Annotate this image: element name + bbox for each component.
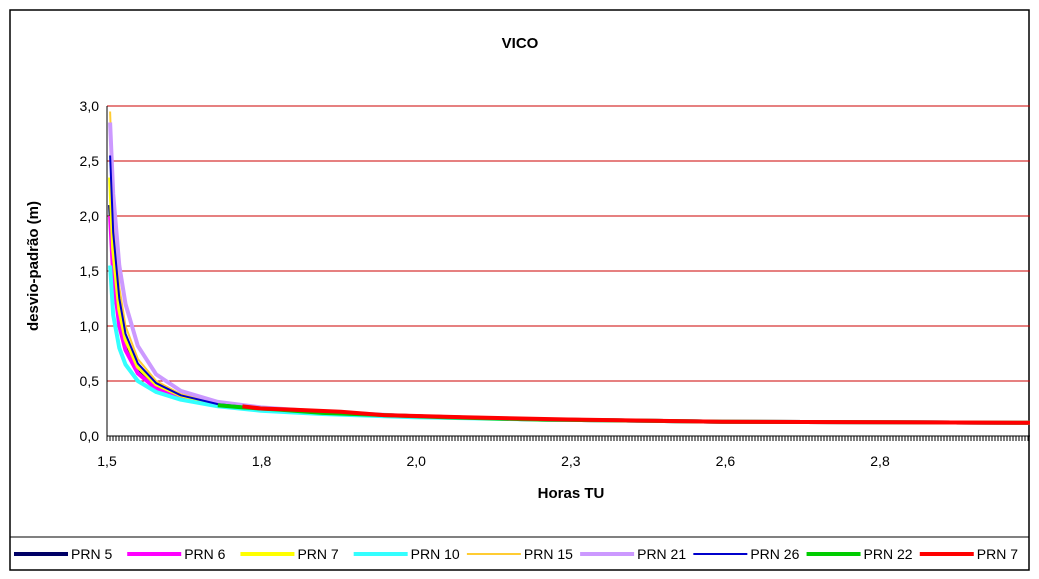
y-axis-title: desvio-padrão (m) (25, 201, 42, 331)
y-tick-labels: 0,0 0,5 1,0 1,5 2,0 2,5 3,0 (80, 98, 100, 444)
series-lines (108, 111, 1031, 425)
legend-label: PRN 22 (864, 546, 913, 562)
y-tick-label: 0,5 (80, 373, 100, 389)
legend-label: PRN 26 (750, 546, 799, 562)
x-tick-label: 2,0 (406, 453, 426, 469)
legend-label: PRN 15 (524, 546, 573, 562)
series-line (242, 404, 1031, 425)
legend: PRN 5 PRN 6 PRN 7 PRN 10 PRN 15 PRN 21 PRN 26 P… (14, 546, 1018, 562)
x-tick-label: 1,5 (97, 453, 117, 469)
legend-label: PRN 6 (184, 546, 225, 562)
legend-box (9, 536, 1030, 571)
legend-label: PRN 7 (297, 546, 338, 562)
x-tick-label: 2,8 (870, 453, 890, 469)
x-tick-label: 1,8 (252, 453, 272, 469)
y-tick-label: 3,0 (80, 98, 100, 114)
x-tick-label: 2,3 (561, 453, 581, 469)
legend-label: PRN 21 (637, 546, 686, 562)
axes (106, 106, 1030, 441)
gridlines (107, 105, 1030, 382)
legend-label: PRN 7 (977, 546, 1018, 562)
y-tick-label: 2,5 (80, 153, 100, 169)
y-tick-label: 2,0 (80, 208, 100, 224)
y-tick-label: 1,0 (80, 318, 100, 334)
y-tick-label: 1,5 (80, 263, 100, 279)
y-tick-label: 0,0 (80, 428, 100, 444)
x-axis-title: Horas TU (538, 485, 605, 502)
x-tick-label: 2,6 (716, 453, 736, 469)
legend-label: PRN 5 (71, 546, 112, 562)
chart-title: VICO (502, 35, 539, 52)
chart-frame (9, 9, 1030, 571)
legend-label: PRN 10 (411, 546, 460, 562)
x-tick-labels: 1,5 1,8 2,0 2,3 2,6 2,8 (97, 453, 890, 469)
